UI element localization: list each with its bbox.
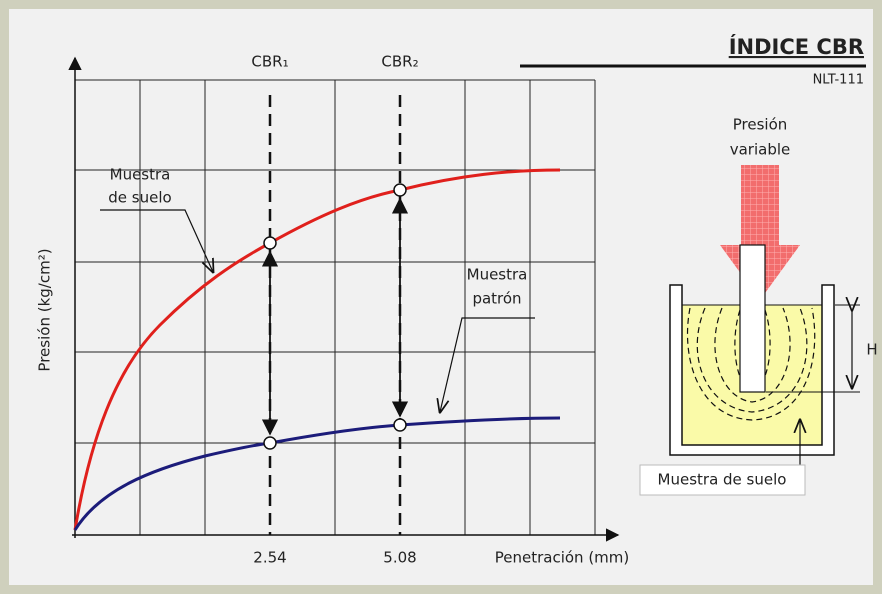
marker-label: CBR₂ [381,53,418,71]
grid [75,79,596,535]
label: Muestra [467,266,528,284]
title: ÍNDICE CBR [729,34,864,59]
label: de suelo [108,189,171,207]
label: Muestra de suelo [658,471,787,489]
piston [739,244,766,393]
x-axis-label: Penetración (mm) [495,549,630,567]
marker-label: CBR₁ [251,53,288,71]
y-axis-label: Presión (kg/cm²) [36,248,54,371]
sample-box [639,464,806,496]
leader [100,209,213,272]
standard-curve [73,416,561,531]
label: patrón [472,290,521,308]
mould [669,284,835,456]
subtitle: NLT-111 [813,73,864,88]
x-tick-label: 5.08 [383,549,416,567]
label: Presión [733,116,788,134]
label: H [866,341,877,359]
label: Muestra [110,166,171,184]
bulbs [686,307,816,421]
label: variable [730,141,791,159]
x-tick-label: 2.54 [253,549,286,567]
leader [440,317,535,412]
points [263,183,407,450]
